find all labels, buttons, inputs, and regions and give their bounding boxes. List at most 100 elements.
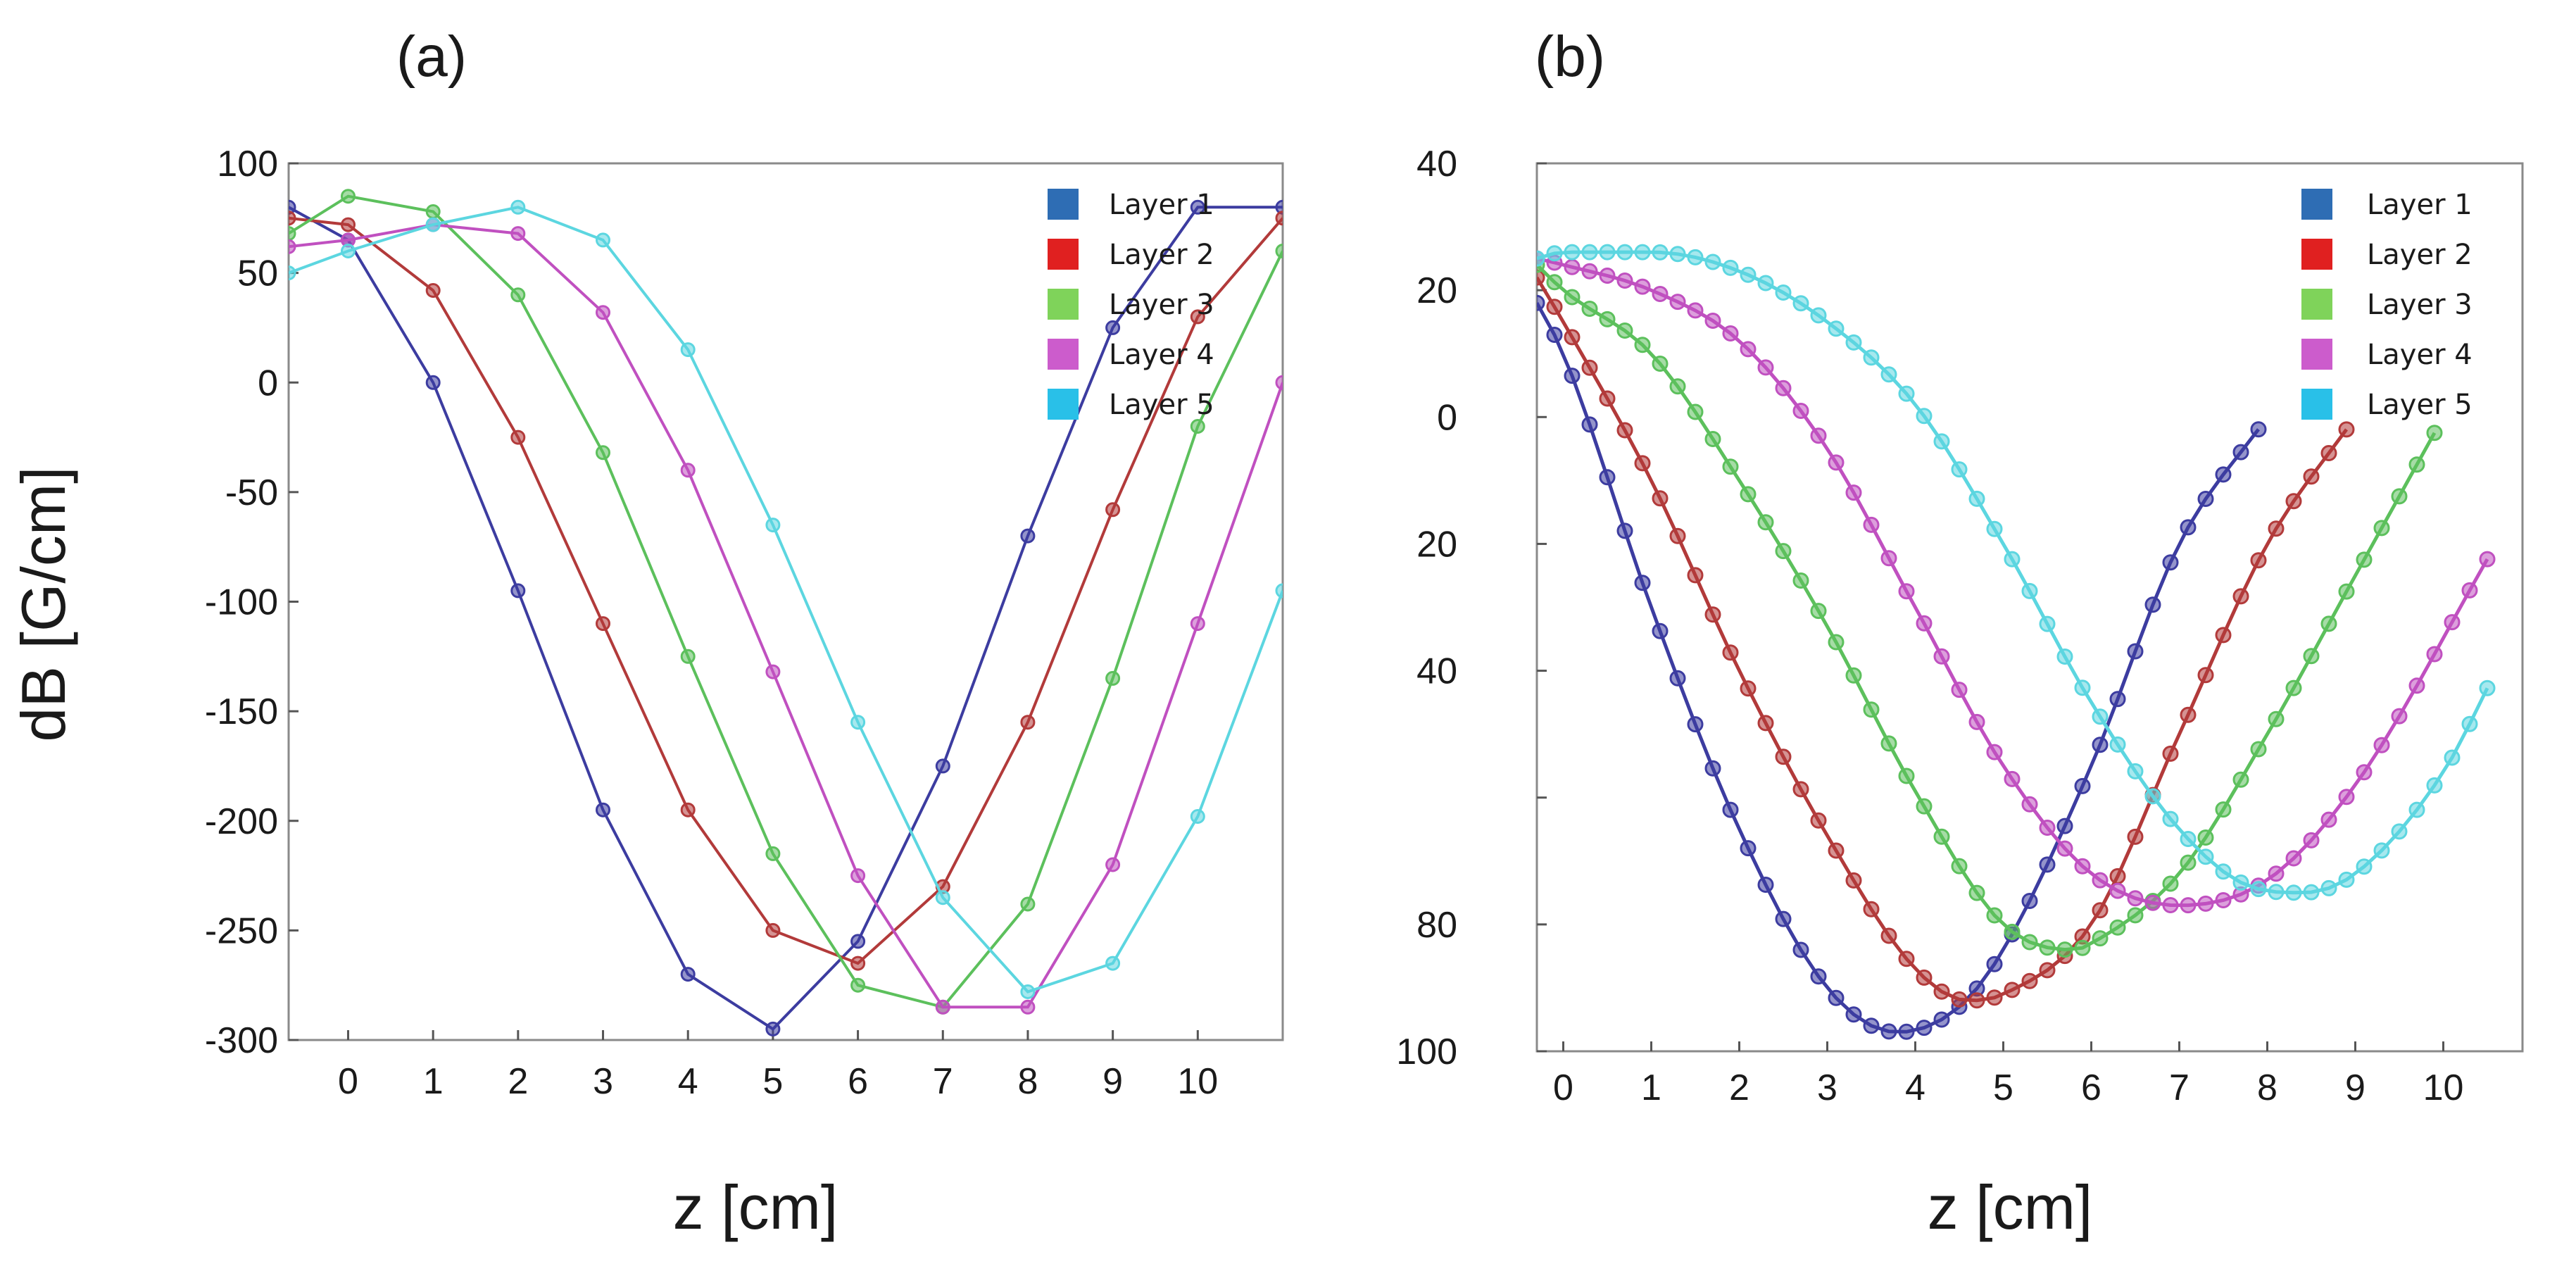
data-point	[1652, 286, 1669, 302]
data-point	[1986, 956, 2003, 972]
y-axis-label: dB [G/cm]	[8, 466, 78, 741]
y-tick-label: 0	[1437, 397, 1457, 438]
legend: Layer 1 Layer 2 Layer 3 Layer 4 Layer 5	[1048, 189, 1214, 421]
data-point	[1669, 294, 1686, 311]
data-point	[2162, 810, 2179, 827]
y-tick-label: 20	[1416, 270, 1457, 311]
data-point	[425, 283, 441, 298]
data-point	[2004, 923, 2021, 940]
data-point	[1537, 250, 1545, 267]
data-point	[2268, 710, 2285, 727]
y-tick-label: -200	[205, 801, 278, 842]
data-point	[2056, 840, 2073, 857]
data-point	[1634, 278, 1651, 295]
data-point	[2056, 649, 2073, 665]
data-point	[1933, 983, 1950, 1000]
data-point	[2004, 770, 2021, 787]
data-point	[2408, 456, 2425, 473]
x-tick-label: 9	[2345, 1067, 2365, 1108]
data-point	[2408, 801, 2425, 818]
data-point	[2373, 520, 2390, 537]
legend-label: Layer 1	[2367, 189, 2473, 221]
data-point	[341, 217, 356, 232]
data-point	[1669, 670, 1686, 687]
x-tick-label: 4	[678, 1061, 698, 1102]
x-tick-label: 3	[593, 1061, 613, 1102]
data-point	[2039, 962, 2056, 979]
data-point	[2074, 858, 2091, 875]
y-tick-label: 40	[1416, 144, 1457, 184]
data-point	[2180, 519, 2197, 536]
data-point	[1880, 550, 1897, 567]
data-point	[1968, 713, 1985, 730]
data-point	[1951, 682, 1968, 698]
data-point	[2092, 708, 2109, 725]
data-point	[1687, 567, 1704, 584]
data-point	[680, 342, 696, 358]
data-point	[425, 204, 441, 219]
y-tick-label: 0	[258, 363, 278, 403]
data-point	[1968, 884, 1985, 901]
data-point	[2320, 615, 2337, 632]
data-point	[1933, 828, 1950, 845]
data-point	[1275, 375, 1283, 390]
x-tick-label: 8	[2257, 1067, 2277, 1108]
data-point	[289, 226, 296, 242]
data-point	[1105, 956, 1121, 971]
legend-item: Layer 5	[2301, 389, 2473, 421]
y-tick-label: 40	[1416, 651, 1457, 692]
panel-b: (b) 40 20 0 20 40 80 100 0 1 2 3 4 5 6 7 8 9 10 z [cm] Layer…	[1396, 25, 2524, 1242]
data-point	[1792, 781, 1809, 798]
data-point	[2021, 796, 2038, 813]
x-tick-label: 9	[1102, 1061, 1123, 1102]
data-point	[1986, 907, 2003, 924]
data-point	[1020, 984, 1036, 999]
data-point	[850, 956, 866, 971]
data-point	[1616, 244, 1633, 261]
series-layer-1	[1537, 294, 2267, 1040]
data-point	[1546, 245, 1563, 262]
data-point	[2444, 614, 2461, 631]
data-point	[2426, 777, 2443, 794]
data-point	[1704, 313, 1721, 329]
data-point	[2250, 421, 2267, 438]
data-point	[1652, 622, 1669, 639]
data-point	[1845, 667, 1862, 684]
data-point	[2232, 588, 2249, 605]
data-point	[2127, 907, 2144, 924]
data-point	[2092, 902, 2109, 919]
data-point	[1581, 301, 1598, 317]
series-layer-2	[1537, 269, 2355, 1009]
data-point	[2285, 850, 2302, 867]
legend-swatch	[1048, 389, 1079, 420]
legend-label: Layer 1	[1109, 189, 1214, 221]
data-point	[1537, 294, 1545, 311]
data-point	[1951, 858, 1968, 875]
data-point	[1634, 455, 1651, 472]
x-tick-label: 1	[423, 1061, 444, 1102]
data-point	[2021, 972, 2038, 989]
data-point	[2391, 708, 2408, 725]
data-point	[1190, 199, 1205, 215]
data-point	[2338, 421, 2355, 438]
data-point	[1810, 307, 1827, 324]
y-tick-label: 20	[1416, 524, 1457, 565]
data-point	[1634, 244, 1651, 261]
data-point	[2021, 893, 2038, 909]
series-layer-3	[1537, 256, 2443, 958]
data-point	[765, 1021, 781, 1036]
data-point	[1775, 543, 1792, 560]
data-point	[1652, 356, 1669, 372]
legend-swatch	[1048, 339, 1079, 370]
data-point	[1898, 385, 1915, 402]
legend-swatch	[2301, 289, 2332, 320]
data-point	[2039, 856, 2056, 873]
data-point	[1564, 289, 1581, 306]
data-point	[2444, 749, 2461, 766]
data-point	[596, 305, 610, 320]
data-point	[1845, 1006, 1862, 1023]
data-point	[2303, 648, 2320, 665]
data-point	[1933, 1011, 1950, 1028]
legend-item: Layer 1	[1048, 189, 1214, 221]
